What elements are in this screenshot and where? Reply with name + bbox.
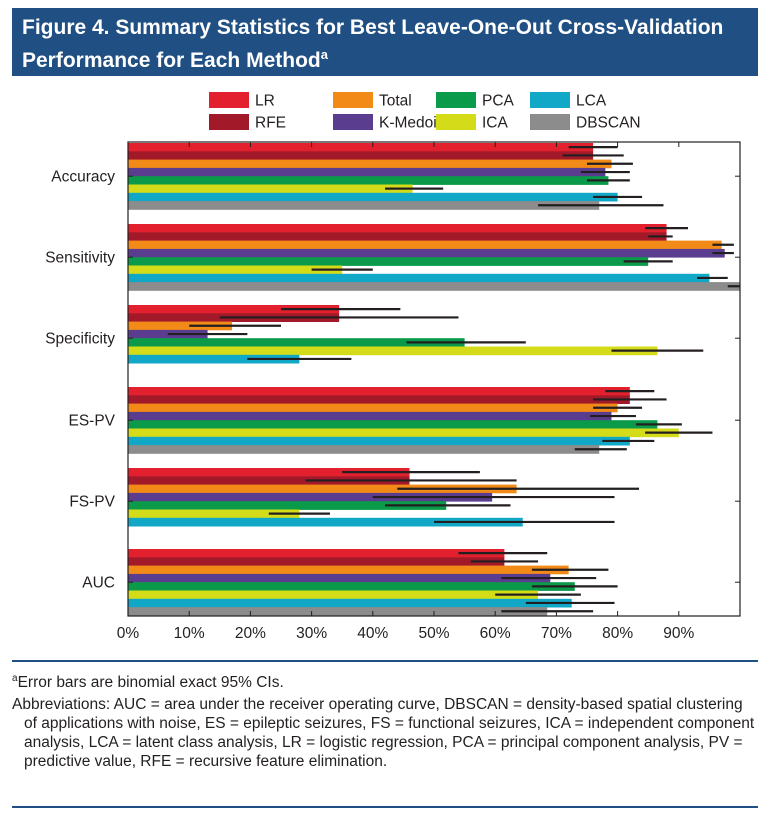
legend-label-total: Total xyxy=(379,93,412,110)
x-tick-label-60: 60% xyxy=(480,625,511,642)
legend-label-lr: LR xyxy=(255,93,275,110)
abbreviations-text: Abbreviations: AUC = area under the rece… xyxy=(12,696,755,771)
legend-swatch-ica xyxy=(436,114,476,130)
x-tick-label-70: 70% xyxy=(541,625,572,642)
bar-auc-dbscan xyxy=(128,607,548,616)
footnote-text: Error bars are binomial exact 95% CIs. xyxy=(17,674,284,692)
category-label-specificity: Specificity xyxy=(45,331,115,348)
legend-swatch-rfe xyxy=(209,114,249,130)
bar-fs-pv-k-medoid xyxy=(128,492,493,502)
plot-frame xyxy=(127,141,741,617)
legend-label-k-medoid: K-Medoid xyxy=(379,115,445,132)
bar-accuracy-dbscan xyxy=(128,201,600,210)
footnote: aError bars are binomial exact 95% CIs. xyxy=(12,669,758,692)
footnote-marker: a xyxy=(12,673,18,684)
bar-fs-pv-lca xyxy=(128,517,523,527)
x-tick-label-30: 30% xyxy=(296,625,327,642)
bar-sensitivity-lca xyxy=(128,273,710,283)
x-tick-label-50: 50% xyxy=(418,625,449,642)
bar-specificity-pca xyxy=(128,338,465,347)
figure-header: Figure 4. Summary Statistics for Best Le… xyxy=(12,8,758,76)
figure-title: Figure 4. Summary Statistics for Best Le… xyxy=(22,14,748,74)
bar-specificity-lca xyxy=(128,354,300,364)
bar-accuracy-pca xyxy=(128,176,609,185)
legend-swatch-lr xyxy=(209,92,249,108)
bar-fs-pv-rfe xyxy=(128,476,410,485)
bottom-divider xyxy=(12,806,758,808)
legend-label-ica: ICA xyxy=(482,115,509,132)
bar-sensitivity-pca xyxy=(128,257,649,266)
bar-sensitivity-rfe xyxy=(128,232,667,241)
bar-accuracy-total xyxy=(128,159,612,169)
bar-specificity-lr xyxy=(128,305,340,314)
bar-sensitivity-total xyxy=(128,240,722,250)
figure-title-superscript: a xyxy=(320,47,328,62)
bar-sensitivity-k-medoid xyxy=(128,248,725,258)
x-tick-label-10: 10% xyxy=(174,625,205,642)
bar-es-pv-k-medoid xyxy=(128,411,612,421)
bar-accuracy-lr xyxy=(128,143,594,152)
legend-label-pca: PCA xyxy=(482,93,515,110)
bar-auc-ica xyxy=(128,590,539,600)
x-tick-label-0: 0% xyxy=(117,625,140,642)
legend-label-rfe: RFE xyxy=(255,115,286,132)
bar-accuracy-ica xyxy=(128,184,413,194)
bar-es-pv-ica xyxy=(128,428,679,438)
category-label-sensitivity: Sensitivity xyxy=(45,250,115,267)
bar-accuracy-lca xyxy=(128,192,618,202)
bar-es-pv-pca xyxy=(128,420,658,429)
legend-swatch-dbscan xyxy=(530,114,570,130)
category-label-auc: AUC xyxy=(82,575,115,592)
bar-sensitivity-lr xyxy=(128,224,667,233)
bar-auc-rfe xyxy=(128,557,505,566)
x-tick-label-90: 90% xyxy=(663,625,694,642)
top-divider xyxy=(12,660,758,662)
legend-swatch-pca xyxy=(436,92,476,108)
category-label-fs-pv: FS-PV xyxy=(69,494,115,511)
bar-auc-lr xyxy=(128,549,505,558)
bar-fs-pv-ica xyxy=(128,509,300,519)
bar-accuracy-rfe xyxy=(128,151,594,160)
category-label-es-pv: ES-PV xyxy=(68,413,115,430)
figure-title-text: Figure 4. Summary Statistics for Best Le… xyxy=(22,16,724,72)
legend-label-dbscan: DBSCAN xyxy=(576,115,641,132)
legend-swatch-total xyxy=(333,92,373,108)
bar-accuracy-k-medoid xyxy=(128,167,606,177)
bar-sensitivity-dbscan xyxy=(128,282,740,291)
bar-auc-pca xyxy=(128,582,575,591)
bar-es-pv-total xyxy=(128,403,618,413)
bar-es-pv-lca xyxy=(128,436,630,446)
category-label-accuracy: Accuracy xyxy=(51,169,115,186)
x-tick-label-20: 20% xyxy=(235,625,266,642)
legend-swatch-k-medoid xyxy=(333,114,373,130)
bar-auc-k-medoid xyxy=(128,573,551,583)
bar-auc-lca xyxy=(128,598,572,608)
bar-specificity-ica xyxy=(128,346,658,356)
bar-es-pv-rfe xyxy=(128,395,630,404)
bar-fs-pv-total xyxy=(128,484,517,494)
x-tick-label-40: 40% xyxy=(357,625,388,642)
figure-notes: aError bars are binomial exact 95% CIs. … xyxy=(12,669,758,771)
bar-es-pv-lr xyxy=(128,387,630,396)
x-tick-label-80: 80% xyxy=(602,625,633,642)
bar-sensitivity-ica xyxy=(128,265,343,275)
bar-auc-total xyxy=(128,565,569,575)
bar-specificity-total xyxy=(128,321,233,331)
bar-fs-pv-pca xyxy=(128,501,447,510)
legend-label-lca: LCA xyxy=(576,93,607,110)
bar-es-pv-dbscan xyxy=(128,445,600,454)
legend-swatch-lca xyxy=(530,92,570,108)
bar-chart: LR Total PCA LCA RFE K-Medoid ICA DBSCAN Accurac… xyxy=(45,92,741,642)
bar-fs-pv-lr xyxy=(128,468,410,477)
